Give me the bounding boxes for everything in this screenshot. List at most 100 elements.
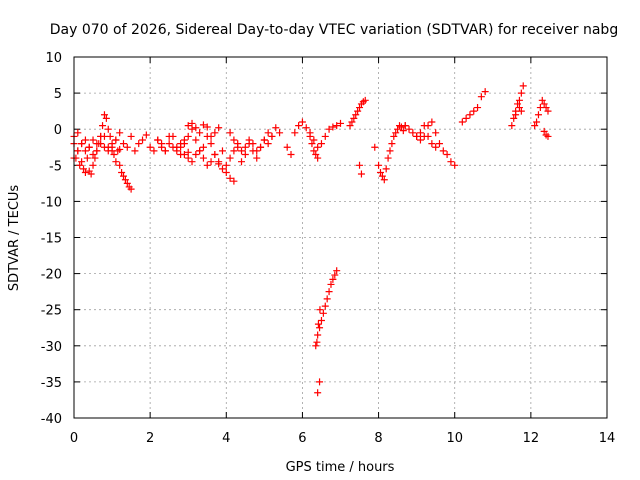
data-point bbox=[199, 143, 207, 151]
data-point bbox=[388, 140, 396, 148]
data-point bbox=[544, 107, 552, 115]
data-point bbox=[319, 309, 327, 317]
data-point bbox=[515, 104, 523, 112]
data-point bbox=[439, 147, 447, 155]
data-point bbox=[380, 176, 388, 184]
data-point bbox=[135, 140, 143, 148]
data-point bbox=[443, 150, 451, 158]
data-point bbox=[78, 158, 86, 166]
data-point bbox=[203, 161, 211, 169]
data-point bbox=[123, 143, 131, 151]
data-point bbox=[542, 104, 550, 112]
data-point bbox=[392, 129, 400, 137]
data-point bbox=[329, 275, 337, 283]
data-point bbox=[397, 123, 405, 131]
data-point bbox=[514, 100, 522, 108]
data-point bbox=[207, 158, 215, 166]
data-point bbox=[83, 154, 91, 162]
data-point bbox=[238, 158, 246, 166]
data-point bbox=[74, 129, 82, 137]
data-point bbox=[264, 129, 272, 137]
data-point bbox=[203, 123, 211, 131]
y-tick-label: -35 bbox=[41, 376, 62, 391]
x-tick-label: 6 bbox=[298, 431, 306, 446]
data-point bbox=[81, 169, 89, 177]
data-point bbox=[333, 267, 341, 275]
data-point bbox=[196, 147, 204, 155]
data-point bbox=[226, 129, 234, 137]
data-point bbox=[91, 154, 99, 162]
data-point bbox=[384, 154, 392, 162]
data-point bbox=[89, 150, 97, 158]
data-point bbox=[253, 154, 261, 162]
y-tick-label: -40 bbox=[41, 412, 62, 427]
data-point bbox=[180, 140, 188, 148]
data-point bbox=[192, 136, 200, 144]
data-point bbox=[80, 165, 88, 173]
data-point bbox=[519, 82, 527, 90]
data-point bbox=[249, 140, 257, 148]
data-point bbox=[74, 147, 82, 155]
data-point bbox=[184, 154, 192, 162]
data-point bbox=[272, 124, 280, 132]
data-point bbox=[81, 147, 89, 155]
data-points bbox=[70, 82, 552, 397]
data-point bbox=[264, 140, 272, 148]
data-point bbox=[416, 136, 424, 144]
data-point bbox=[287, 150, 295, 158]
data-point bbox=[348, 118, 356, 126]
y-tick-label: -20 bbox=[41, 268, 62, 283]
data-point bbox=[346, 122, 354, 130]
data-point bbox=[215, 160, 223, 168]
data-point bbox=[118, 169, 126, 177]
data-point bbox=[257, 143, 265, 151]
data-point bbox=[127, 185, 135, 193]
data-point bbox=[222, 161, 230, 169]
data-point bbox=[517, 89, 525, 97]
data-point bbox=[127, 132, 135, 140]
data-point bbox=[390, 132, 398, 140]
data-point bbox=[394, 125, 402, 133]
data-point bbox=[199, 154, 207, 162]
x-tick-label: 0 bbox=[70, 431, 78, 446]
data-point bbox=[268, 132, 276, 140]
data-point bbox=[108, 140, 116, 148]
data-point bbox=[184, 132, 192, 140]
data-point bbox=[325, 125, 333, 133]
data-point bbox=[409, 129, 417, 137]
data-point bbox=[97, 132, 105, 140]
data-point bbox=[123, 179, 131, 187]
x-axis-label: GPS time / hours bbox=[286, 460, 395, 475]
data-point bbox=[234, 140, 242, 148]
data-point bbox=[119, 140, 127, 148]
data-point bbox=[361, 96, 369, 104]
data-point bbox=[276, 129, 284, 137]
data-point bbox=[424, 132, 432, 140]
data-point bbox=[230, 136, 238, 144]
data-point bbox=[356, 161, 364, 169]
data-point bbox=[226, 174, 234, 182]
data-point bbox=[180, 150, 188, 158]
data-point bbox=[337, 119, 344, 127]
data-point bbox=[329, 123, 337, 131]
data-point bbox=[112, 136, 120, 144]
data-point bbox=[99, 122, 107, 130]
data-point bbox=[428, 118, 436, 126]
data-point bbox=[447, 158, 455, 166]
data-point bbox=[207, 140, 215, 148]
data-point bbox=[458, 118, 466, 126]
data-point bbox=[104, 125, 112, 133]
data-point bbox=[378, 172, 386, 180]
data-point bbox=[100, 111, 108, 119]
data-point bbox=[416, 129, 424, 137]
x-tick-label: 8 bbox=[374, 431, 382, 446]
data-point bbox=[302, 124, 310, 132]
data-point bbox=[116, 145, 124, 153]
data-point bbox=[312, 150, 320, 158]
data-point bbox=[325, 288, 333, 296]
y-tick-label: -10 bbox=[41, 195, 62, 210]
data-point bbox=[462, 114, 470, 122]
data-point bbox=[100, 143, 108, 151]
x-tick-label: 12 bbox=[523, 431, 540, 446]
data-point bbox=[314, 331, 322, 339]
